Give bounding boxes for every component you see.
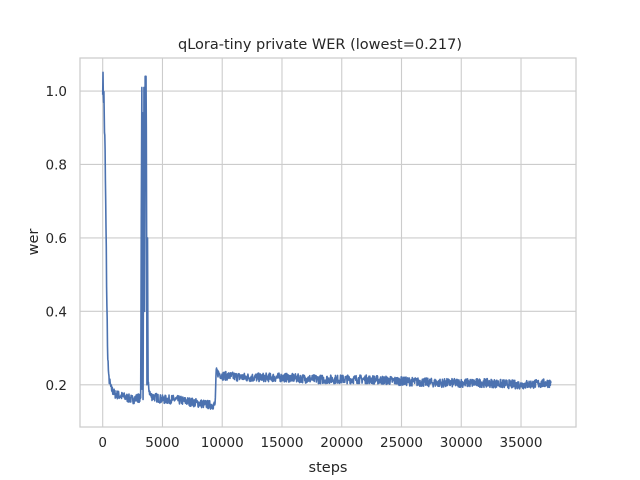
x-tick-label: 15000 [261,435,304,451]
chart-title: qLora-tiny private WER (lowest=0.217) [178,37,462,53]
y-gridlines [80,90,576,386]
series-layer [101,71,552,410]
x-axis-label: steps [309,460,348,476]
y-tick-label: 0.6 [46,231,67,247]
wer-series-line [101,71,552,410]
x-tick-label: 35000 [500,435,543,451]
x-tick-label: 25000 [380,435,423,451]
x-tick-label: 30000 [440,435,483,451]
y-tick-label: 0.8 [46,157,67,173]
y-tick-label: 0.4 [46,304,67,320]
x-gridlines [102,58,522,427]
plot-frame [79,57,577,428]
x-tick-labels: 0 5000 10000 15000 20000 25000 30000 35000 [98,435,542,451]
x-tick-label: 5000 [145,435,179,451]
y-axis-label: wer [26,229,42,256]
x-tick-label: 20000 [320,435,363,451]
y-tick-labels: 0.2 0.4 0.6 0.8 1.0 [46,84,67,394]
x-tick-label: 10000 [201,435,244,451]
y-tick-label: 1.0 [46,84,67,100]
y-tick-label: 0.2 [46,378,67,394]
x-tick-label: 0 [98,435,107,451]
